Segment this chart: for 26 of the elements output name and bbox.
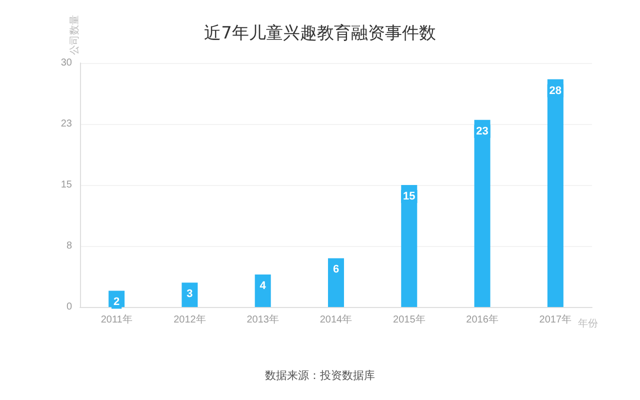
bar — [401, 185, 418, 307]
data-label: 2 — [114, 296, 120, 308]
data-label: 3 — [186, 288, 193, 300]
y-axis-title: 公司数量 — [68, 15, 80, 56]
chart-title: 近7年儿童兴趣教育融资事件数 — [204, 24, 436, 44]
x-tick-label: 2013年 — [246, 314, 279, 326]
x-tick-label: 2011年 — [100, 314, 132, 326]
y-tick-label: 8 — [66, 240, 72, 252]
data-label: 15 — [403, 190, 416, 202]
data-label: 6 — [332, 264, 340, 276]
bar — [474, 120, 490, 307]
x-tick-label: 2017年 — [539, 314, 572, 326]
x-axis-title: 年份 — [578, 318, 598, 330]
x-tick-label: 2014年 — [320, 314, 352, 326]
y-tick-label: 30 — [60, 58, 72, 68]
source-note: 数据来源：投资数据库 — [265, 369, 375, 382]
data-label: 23 — [476, 125, 488, 138]
x-tick-label: 2016年 — [466, 314, 498, 326]
bar — [547, 79, 564, 307]
y-tick-label: 15 — [60, 180, 72, 190]
x-tick-label: 2015年 — [393, 314, 426, 326]
x-tick-label: 2012年 — [174, 314, 206, 326]
data-label: 28 — [549, 84, 562, 97]
y-tick-label: 23 — [60, 118, 72, 130]
y-tick-label: 0 — [66, 302, 72, 312]
data-label: 4 — [260, 280, 267, 292]
